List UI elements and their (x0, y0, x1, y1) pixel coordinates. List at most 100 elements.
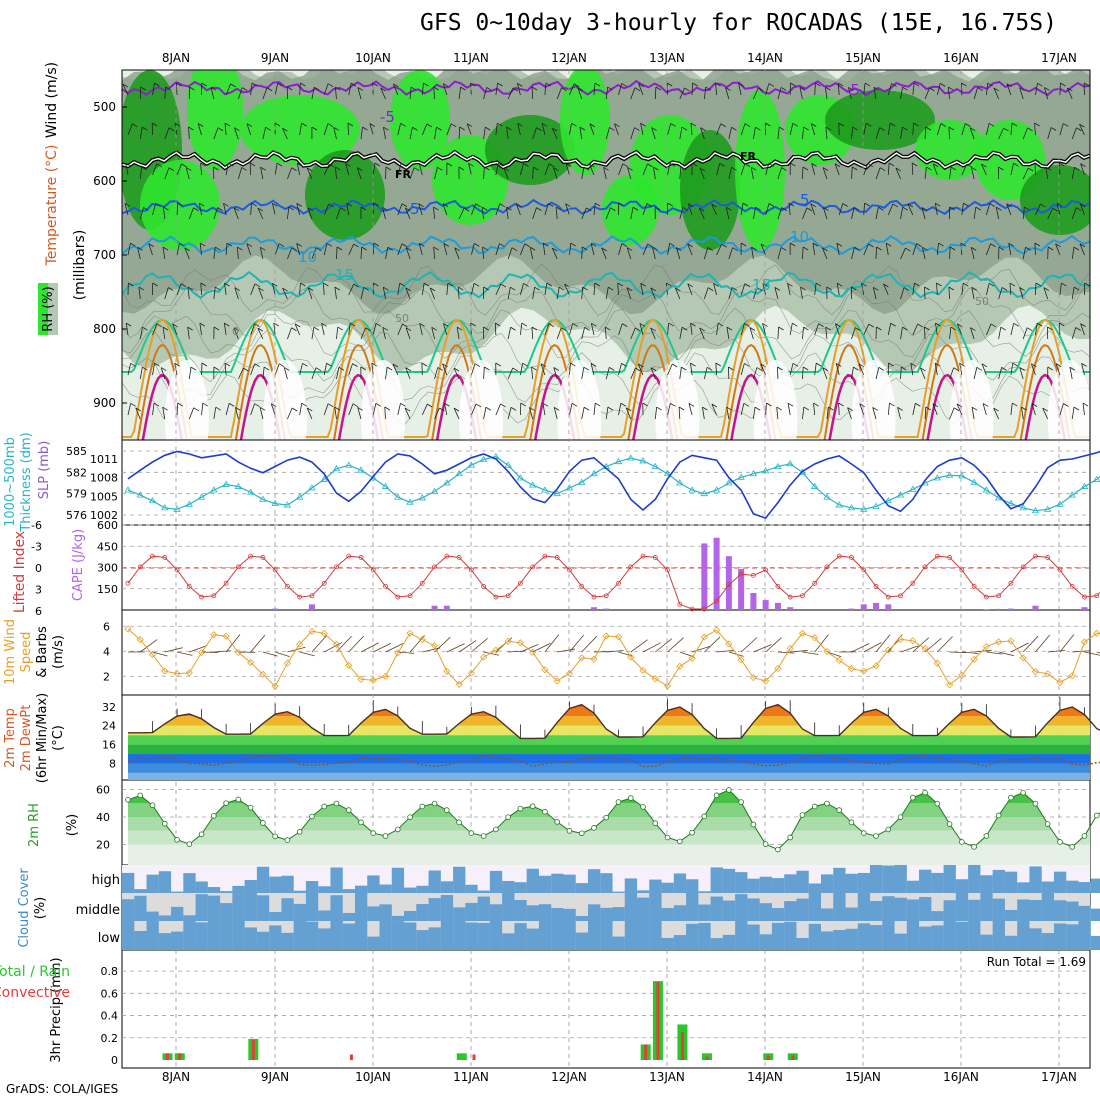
wind-barb-flag (1047, 366, 1053, 371)
data-marks (122, 450, 1100, 1060)
cloud-bar (600, 921, 613, 950)
wind-barb-flag (174, 122, 181, 127)
wind-barb-flag (726, 326, 733, 331)
wind-barb-flag (516, 203, 522, 208)
wind-barb-flag (522, 362, 528, 367)
wind-barb (1059, 123, 1064, 136)
cloud-bar (305, 921, 319, 950)
warm-core (557, 360, 602, 440)
wind-barb-flag (879, 167, 886, 172)
wind-barb-flag (810, 203, 816, 208)
wind-barb (740, 323, 745, 336)
wind-barb-flag (670, 123, 676, 127)
cloud-level-label: low (98, 931, 121, 946)
wind-barb-flag (484, 366, 490, 371)
cloud-bar (183, 873, 196, 893)
wind-barb (716, 323, 719, 336)
wind-barb-flag (474, 363, 481, 367)
cloud-bar (318, 886, 331, 893)
rh-point (272, 833, 278, 840)
cloud-bar (845, 907, 858, 921)
wind-barb (250, 203, 252, 216)
wind-barb-flag (728, 366, 734, 371)
wind-barb-flag (543, 242, 549, 247)
wind-barb (973, 87, 979, 100)
wind-barb (556, 327, 562, 340)
wind-barb-flag (1037, 82, 1043, 87)
wind-barb-flag (215, 406, 222, 411)
wind-barb-flag (910, 362, 917, 367)
wind-barb-flag (323, 282, 329, 287)
wind-barb (421, 283, 425, 296)
wind-barb-flag (889, 402, 895, 407)
wind-barb-flag (707, 287, 714, 291)
panel-ylabel: Speed (19, 632, 34, 673)
cloud-bar (330, 867, 343, 893)
wind-barb-flag (868, 323, 874, 328)
cloud-bar (551, 873, 564, 893)
wind-barb-flag (162, 246, 169, 251)
wind-barb (569, 123, 572, 136)
wind-barb (753, 87, 759, 100)
wind-barb (224, 363, 227, 376)
wind-barb-flag (130, 362, 136, 367)
rh-point (505, 814, 511, 820)
wind-point (627, 653, 635, 661)
wind-barb-flag (387, 246, 394, 251)
wind-point (320, 629, 328, 637)
wind-barb-flag (891, 83, 897, 87)
cloud-bar (526, 868, 539, 893)
wind-barb-flag (732, 247, 738, 251)
isotherm-freezing-inner (122, 151, 1090, 169)
wind-barb-flag (400, 163, 407, 167)
cloud-bar (1066, 880, 1079, 893)
warm-core (361, 360, 406, 440)
wind-barb-flag (622, 163, 629, 168)
thickness-point (357, 466, 365, 473)
panel-ylabel: (%) (33, 897, 48, 920)
cloud-bar (1078, 905, 1091, 921)
cloud-bar (845, 928, 858, 950)
rh-point (468, 830, 475, 836)
surface-barb (176, 651, 193, 656)
wind-barb (630, 87, 636, 100)
rh-point (995, 812, 1002, 819)
wind-barb (605, 127, 610, 140)
warm-core (164, 360, 209, 440)
wind-barb-flag (168, 167, 175, 172)
wind-barb (667, 323, 670, 336)
wind-barb-flag (1055, 243, 1061, 248)
wind-barb-flag (766, 402, 772, 407)
wind-barb (639, 323, 644, 336)
cloud-bar (232, 921, 245, 950)
rh-point (591, 825, 597, 831)
wind-barb (466, 123, 472, 136)
wind-barb (752, 127, 756, 140)
wind-barb (824, 87, 828, 100)
wind-barb-flag (311, 126, 318, 131)
cloud-bar (722, 868, 736, 893)
wind-barb-flag (333, 126, 339, 131)
wind-tick-label: 4 (103, 645, 110, 658)
wind-barb-flag (181, 163, 187, 168)
cloud-bar (453, 921, 466, 950)
wind-barb-flag (291, 407, 298, 412)
wind-barb (617, 282, 619, 296)
wind-barb-flag (650, 287, 656, 292)
wind-barb (590, 363, 595, 376)
wind-barb-flag (610, 207, 616, 212)
wind-barb (164, 167, 170, 180)
wind-barb-flag (608, 286, 614, 291)
wind-barb-flag (878, 206, 884, 211)
wind-barb-flag (418, 163, 425, 167)
panel-ylabel: (°C) (51, 725, 66, 751)
wind-barb-flag (789, 242, 796, 247)
rh-point (333, 800, 340, 807)
wind-barb-flag (852, 126, 858, 131)
wind-barb (470, 403, 477, 416)
wind-point (198, 648, 206, 657)
wind-barb (188, 207, 194, 220)
cape-tick-label: 150 (97, 583, 118, 596)
wind-barb (577, 87, 583, 100)
cloud-bar (906, 880, 920, 893)
